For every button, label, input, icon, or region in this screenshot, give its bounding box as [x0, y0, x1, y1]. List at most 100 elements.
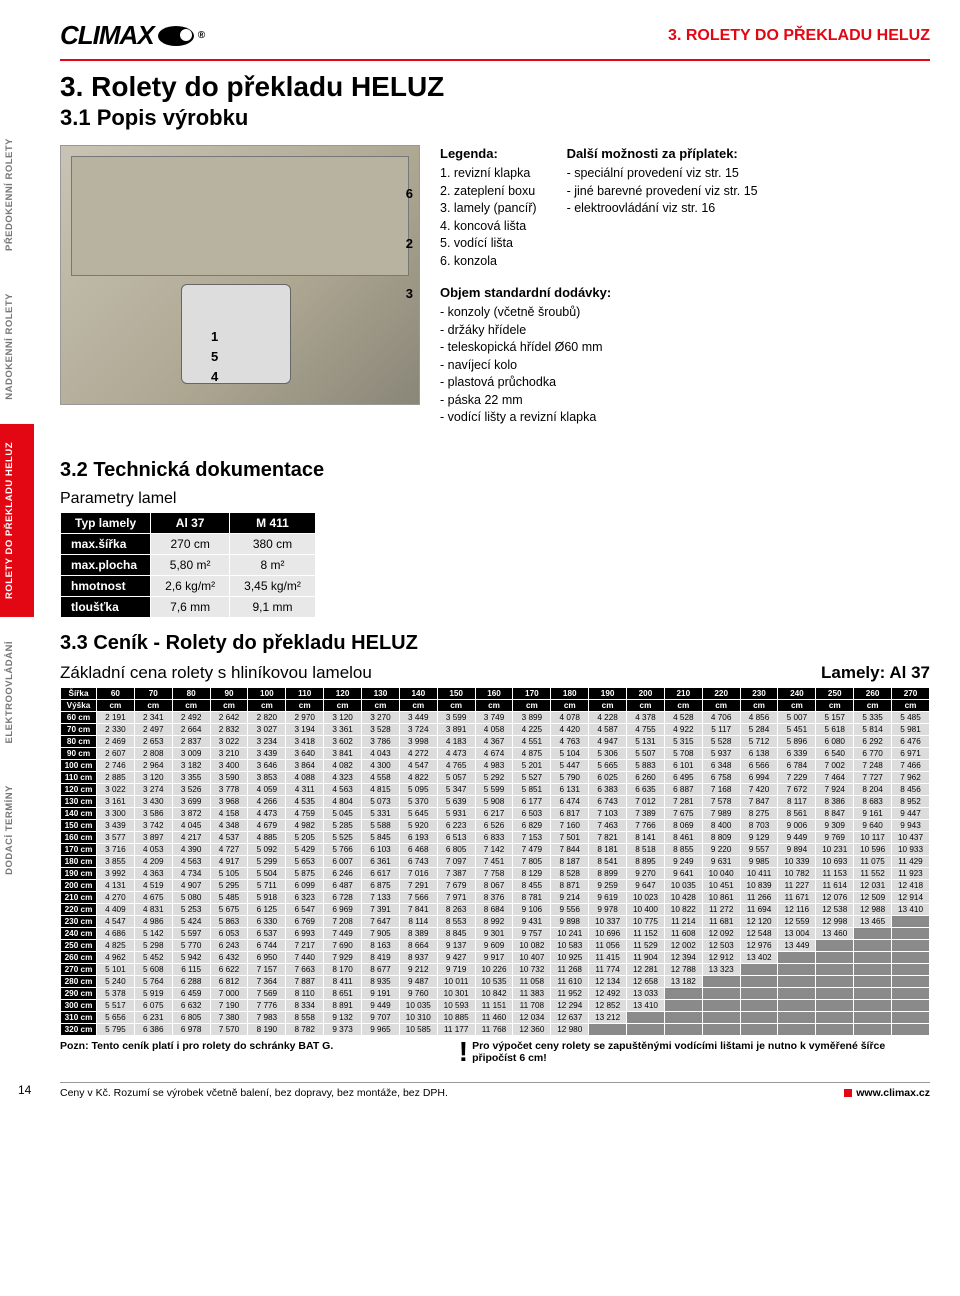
price-cell — [664, 987, 702, 999]
price-cell: 6 323 — [286, 891, 324, 903]
price-cell: 5 205 — [286, 831, 324, 843]
price-unit-header: cm — [172, 699, 210, 711]
params-cell: tloušťka — [61, 596, 151, 617]
price-cell: 4 759 — [286, 807, 324, 819]
price-cell: 4 885 — [248, 831, 286, 843]
price-row-header: 100 cm — [61, 759, 97, 771]
price-cell: 9 106 — [513, 903, 551, 915]
price-cell — [740, 1023, 778, 1035]
price-cell: 7 364 — [248, 975, 286, 987]
price-row-header: 160 cm — [61, 831, 97, 843]
price-cell: 6 617 — [362, 867, 400, 879]
price-unit-header: cm — [664, 699, 702, 711]
price-cell: 7 727 — [854, 771, 892, 783]
price-cell: 6 177 — [513, 795, 551, 807]
price-cell: 6 743 — [399, 855, 437, 867]
param-title: Parametry lamel — [60, 490, 930, 508]
price-unit-header: cm — [589, 699, 627, 711]
price-row-header: 60 cm — [61, 711, 97, 723]
price-cell: 9 161 — [854, 807, 892, 819]
price-cell: 10 925 — [551, 951, 589, 963]
side-tab[interactable]: ROLETY DO PŘEKLADU HELUZ — [0, 424, 34, 617]
price-cell: 3 716 — [97, 843, 135, 855]
price-cell: 7 690 — [324, 939, 362, 951]
side-tab[interactable]: NADOKENNÍ ROLETY — [0, 275, 34, 418]
price-cell: 4 917 — [210, 855, 248, 867]
price-cell: 9 978 — [589, 903, 627, 915]
price-cell: 5 665 — [589, 759, 627, 771]
price-cell: 5 527 — [513, 771, 551, 783]
side-tab[interactable]: ELEKTROOVLÁDÁNÍ — [0, 623, 34, 762]
price-cell: 8 683 — [854, 795, 892, 807]
price-cell: 9 212 — [399, 963, 437, 975]
logo-mark-icon — [158, 26, 194, 46]
price-cell: 5 201 — [513, 759, 551, 771]
price-cell: 11 708 — [513, 999, 551, 1011]
price-cell: 5 045 — [324, 807, 362, 819]
price-cell: 8 110 — [286, 987, 324, 999]
price-cell: 6 138 — [740, 747, 778, 759]
price-cell: 4 547 — [399, 759, 437, 771]
price-cell: 3 194 — [286, 723, 324, 735]
price-cell: 12 116 — [778, 903, 816, 915]
side-tabs: PŘEDOKENNÍ ROLETY NADOKENNÍ ROLETY ROLETY … — [0, 120, 34, 893]
price-cell: 4 528 — [664, 711, 702, 723]
price-width-header: 130 — [362, 687, 400, 699]
price-cell: 6 246 — [324, 867, 362, 879]
price-cell: 9 619 — [589, 891, 627, 903]
price-cell: 4 300 — [362, 759, 400, 771]
price-cell: 9 373 — [324, 1023, 362, 1035]
params-cell: max.šířka — [61, 533, 151, 554]
price-cell: 5 711 — [248, 879, 286, 891]
price-cell: 9 640 — [854, 819, 892, 831]
price-cell: 5 073 — [362, 795, 400, 807]
price-cell: 6 784 — [778, 759, 816, 771]
price-cell: 10 596 — [854, 843, 892, 855]
price-cell: 6 758 — [702, 771, 740, 783]
price-cell: 8 561 — [778, 807, 816, 819]
price-cell: 10 933 — [892, 843, 930, 855]
price-cell: 6 805 — [172, 1011, 210, 1023]
price-cell: 7 133 — [362, 891, 400, 903]
price-cell: 5 528 — [702, 735, 740, 747]
side-tab[interactable]: PŘEDOKENNÍ ROLETY — [0, 120, 34, 269]
price-cell: 6 487 — [324, 879, 362, 891]
price-cell: 7 983 — [248, 1011, 286, 1023]
price-cell: 6 503 — [513, 807, 551, 819]
price-cell: 4 679 — [248, 819, 286, 831]
price-cell: 3 430 — [134, 795, 172, 807]
callout-2: 2 — [406, 236, 413, 251]
price-cell: 4 473 — [437, 747, 475, 759]
price-cell: 7 569 — [248, 987, 286, 999]
price-cell: 5 517 — [97, 999, 135, 1011]
header-title: 3. ROLETY DO PŘEKLADU HELUZ — [668, 27, 930, 45]
price-cell: 10 437 — [892, 831, 930, 843]
price-cell: 7 566 — [399, 891, 437, 903]
params-header: Al 37 — [151, 512, 230, 533]
price-cell: 7 962 — [892, 771, 930, 783]
price-cell: 7 672 — [778, 783, 816, 795]
price-cell: 9 214 — [551, 891, 589, 903]
price-cell: 8 389 — [399, 927, 437, 939]
price-cell: 4 183 — [437, 735, 475, 747]
price-cell: 7 451 — [475, 855, 513, 867]
price-cell: 6 632 — [172, 999, 210, 1011]
price-cell: 5 845 — [362, 831, 400, 843]
price-cell: 9 270 — [627, 867, 665, 879]
price-cell: 11 415 — [589, 951, 627, 963]
price-cell: 11 694 — [740, 903, 778, 915]
price-cell: 3 599 — [437, 711, 475, 723]
price-cell: 4 558 — [362, 771, 400, 783]
price-cell: 5 347 — [437, 783, 475, 795]
price-unit-header: cm — [324, 699, 362, 711]
price-cell: 11 614 — [816, 879, 854, 891]
side-tab[interactable]: DODACÍ TERMÍNY — [0, 767, 34, 893]
price-width-header: 220 — [702, 687, 740, 699]
product-photo: 6 2 3 1 5 4 — [60, 145, 420, 405]
price-cell: 7 466 — [892, 759, 930, 771]
price-cell: 6 812 — [210, 975, 248, 987]
price-cell: 12 120 — [740, 915, 778, 927]
params-cell: 8 m² — [230, 554, 316, 575]
price-cell: 12 548 — [740, 927, 778, 939]
price-width-header: 210 — [664, 687, 702, 699]
